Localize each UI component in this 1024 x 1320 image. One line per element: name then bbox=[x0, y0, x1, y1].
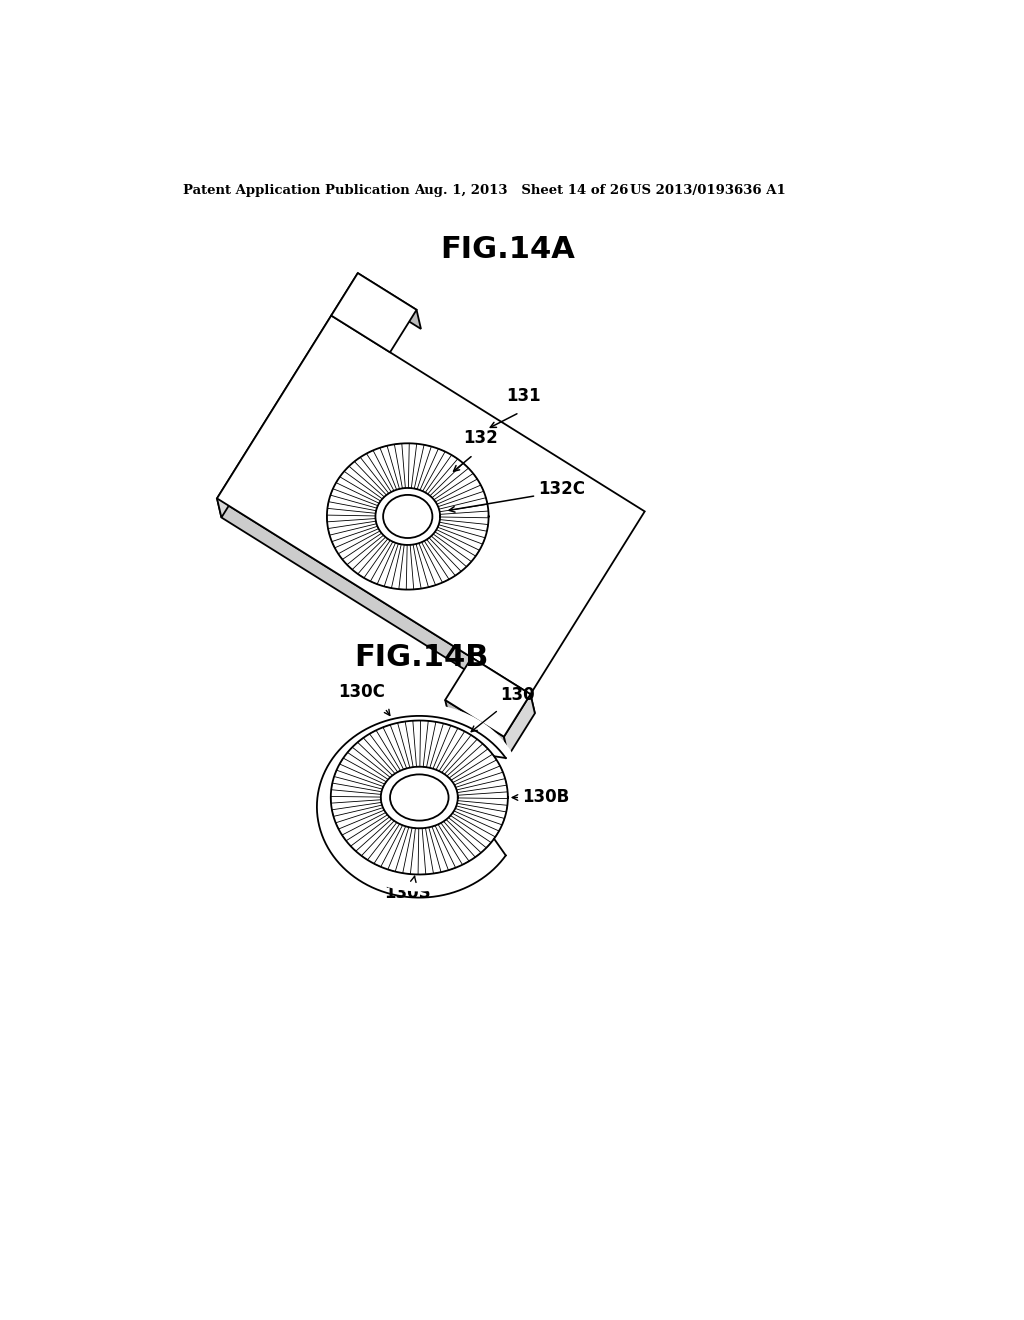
Text: FIG.14A: FIG.14A bbox=[440, 235, 575, 264]
Polygon shape bbox=[338, 531, 382, 560]
Ellipse shape bbox=[327, 444, 488, 590]
Polygon shape bbox=[449, 816, 492, 847]
Polygon shape bbox=[357, 273, 421, 329]
Polygon shape bbox=[409, 444, 417, 488]
Polygon shape bbox=[455, 766, 503, 787]
Polygon shape bbox=[344, 466, 384, 499]
Polygon shape bbox=[458, 792, 508, 799]
Polygon shape bbox=[332, 273, 417, 352]
Polygon shape bbox=[388, 826, 409, 871]
Polygon shape bbox=[340, 758, 386, 784]
Polygon shape bbox=[384, 544, 401, 589]
Polygon shape bbox=[411, 545, 421, 590]
Polygon shape bbox=[370, 730, 400, 772]
Polygon shape bbox=[425, 455, 458, 494]
Polygon shape bbox=[336, 808, 384, 829]
Polygon shape bbox=[402, 828, 416, 874]
Polygon shape bbox=[430, 723, 451, 768]
Polygon shape bbox=[418, 828, 426, 874]
Text: 131: 131 bbox=[506, 387, 541, 405]
Text: Patent Application Publication: Patent Application Publication bbox=[183, 185, 410, 197]
Polygon shape bbox=[440, 511, 488, 517]
Text: US 2013/0193636 A1: US 2013/0193636 A1 bbox=[630, 185, 785, 197]
Polygon shape bbox=[217, 273, 362, 517]
Polygon shape bbox=[457, 801, 508, 812]
Polygon shape bbox=[457, 779, 507, 792]
Polygon shape bbox=[357, 539, 390, 578]
Polygon shape bbox=[439, 498, 487, 512]
Polygon shape bbox=[423, 721, 436, 767]
Polygon shape bbox=[397, 722, 413, 768]
Polygon shape bbox=[350, 817, 392, 851]
Text: FIG.14B: FIG.14B bbox=[354, 644, 488, 672]
Polygon shape bbox=[445, 700, 508, 756]
Polygon shape bbox=[420, 449, 445, 491]
Polygon shape bbox=[334, 770, 383, 789]
Polygon shape bbox=[332, 803, 382, 816]
Polygon shape bbox=[354, 457, 389, 495]
Polygon shape bbox=[437, 525, 485, 544]
Polygon shape bbox=[431, 535, 471, 566]
Text: 130C: 130C bbox=[338, 684, 385, 701]
Polygon shape bbox=[331, 796, 381, 803]
Polygon shape bbox=[445, 657, 530, 737]
Polygon shape bbox=[452, 754, 497, 783]
Polygon shape bbox=[328, 521, 377, 535]
Polygon shape bbox=[217, 499, 535, 713]
Polygon shape bbox=[446, 743, 487, 777]
Text: 132C: 132C bbox=[539, 480, 586, 499]
Polygon shape bbox=[425, 828, 441, 874]
Polygon shape bbox=[398, 545, 408, 590]
Polygon shape bbox=[361, 821, 396, 859]
Polygon shape bbox=[371, 541, 395, 585]
Polygon shape bbox=[327, 515, 376, 521]
Polygon shape bbox=[422, 541, 450, 582]
Polygon shape bbox=[347, 535, 385, 570]
Polygon shape bbox=[380, 446, 399, 490]
Text: Aug. 1, 2013   Sheet 14 of 26: Aug. 1, 2013 Sheet 14 of 26 bbox=[414, 185, 629, 197]
Text: 132: 132 bbox=[464, 429, 499, 447]
Polygon shape bbox=[441, 735, 477, 775]
Polygon shape bbox=[415, 445, 431, 490]
Polygon shape bbox=[416, 544, 435, 587]
Polygon shape bbox=[435, 529, 479, 556]
Polygon shape bbox=[332, 527, 379, 548]
Polygon shape bbox=[336, 477, 381, 503]
Polygon shape bbox=[374, 824, 402, 867]
Polygon shape bbox=[439, 520, 488, 531]
Polygon shape bbox=[331, 783, 382, 795]
Polygon shape bbox=[437, 484, 483, 507]
Polygon shape bbox=[342, 813, 387, 841]
Polygon shape bbox=[331, 488, 378, 508]
Polygon shape bbox=[383, 725, 407, 770]
Ellipse shape bbox=[313, 704, 524, 891]
Polygon shape bbox=[443, 820, 481, 857]
Ellipse shape bbox=[383, 495, 432, 539]
Polygon shape bbox=[347, 747, 390, 780]
Polygon shape bbox=[427, 537, 461, 576]
Polygon shape bbox=[430, 463, 469, 498]
Polygon shape bbox=[434, 474, 477, 502]
Polygon shape bbox=[436, 729, 465, 771]
Polygon shape bbox=[456, 807, 505, 825]
Polygon shape bbox=[504, 694, 535, 756]
Ellipse shape bbox=[390, 775, 449, 821]
Polygon shape bbox=[217, 315, 645, 694]
Polygon shape bbox=[367, 450, 394, 492]
Polygon shape bbox=[394, 444, 406, 488]
Text: 130: 130 bbox=[500, 685, 535, 704]
Polygon shape bbox=[413, 721, 421, 767]
Polygon shape bbox=[438, 822, 469, 865]
Text: 130S: 130S bbox=[384, 884, 431, 902]
Polygon shape bbox=[432, 825, 456, 870]
Text: 130B: 130B bbox=[521, 788, 569, 807]
Polygon shape bbox=[453, 810, 499, 837]
Polygon shape bbox=[357, 738, 395, 775]
Polygon shape bbox=[328, 502, 376, 513]
